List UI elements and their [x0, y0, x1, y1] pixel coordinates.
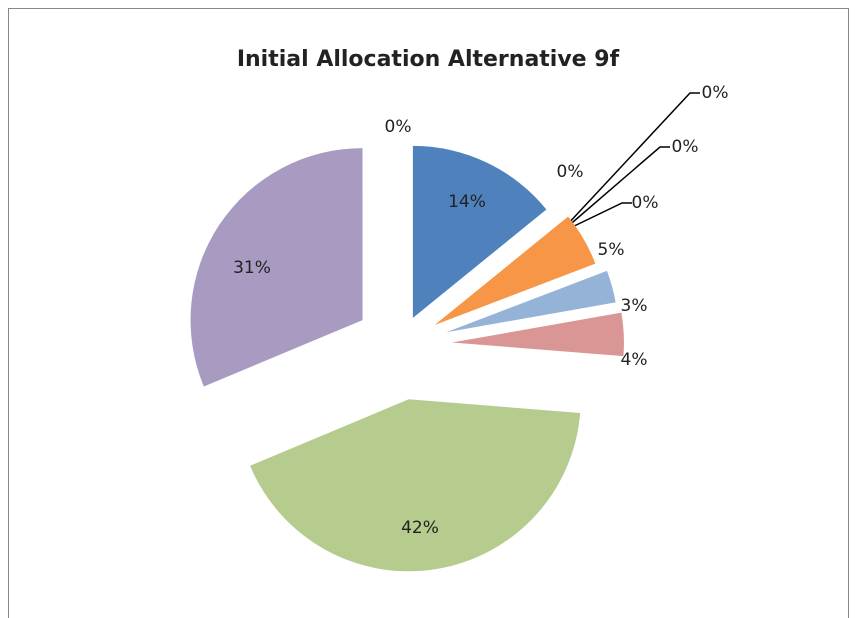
data-label: 3% [621, 296, 648, 316]
data-label: 0% [672, 137, 699, 157]
pie-slice [446, 270, 616, 333]
pie-slice [434, 216, 596, 325]
data-label: 4% [621, 350, 648, 370]
leader-line [565, 202, 632, 231]
pie-slice [250, 399, 581, 572]
pie-slice [190, 148, 363, 387]
data-label: 5% [598, 240, 625, 260]
data-label: 0% [385, 117, 412, 137]
leader-line [565, 92, 700, 227]
data-label: 0% [632, 193, 659, 213]
data-label: 42% [401, 518, 439, 538]
pie-slice [412, 145, 547, 318]
leader-line [565, 146, 670, 229]
data-label: 31% [233, 258, 271, 278]
pie-slice [451, 312, 624, 357]
data-label: 0% [702, 83, 729, 103]
chart-title: Initial Allocation Alternative 9f [237, 47, 620, 72]
data-label: 0% [557, 162, 584, 182]
data-label: 14% [448, 192, 486, 212]
